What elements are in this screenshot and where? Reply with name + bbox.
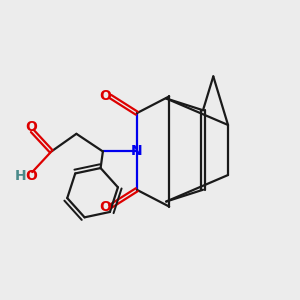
Text: O: O [99, 200, 111, 214]
Text: H: H [15, 169, 27, 183]
Text: O: O [99, 89, 111, 103]
Text: O: O [25, 169, 37, 183]
Text: N: N [131, 145, 142, 158]
Text: O: O [25, 120, 37, 134]
